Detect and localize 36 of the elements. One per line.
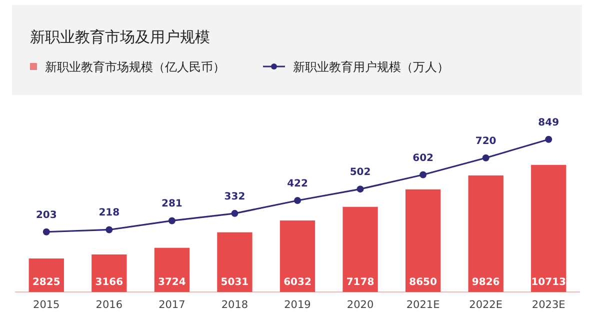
data-label: 5031	[220, 277, 249, 288]
x-tick-label: 2017	[158, 299, 186, 311]
data-label: 218	[98, 208, 120, 219]
chart-title: 新职业教育市场及用户规模	[30, 28, 210, 46]
bar	[468, 175, 504, 292]
data-label: 281	[162, 198, 182, 210]
bar	[342, 206, 378, 292]
x-tick-label: 2023E	[532, 299, 566, 311]
x-tick-label: 2020	[346, 299, 374, 311]
x-tick-label: 2016	[96, 299, 123, 311]
x-tick-label: 2021E	[406, 299, 440, 311]
data-label: 332	[224, 191, 246, 202]
x-tick-label: 2019	[284, 299, 311, 311]
bar	[154, 248, 190, 292]
data-label: 6032	[284, 277, 312, 288]
data-label: 849	[538, 117, 560, 128]
x-tick-label: 2022E	[469, 299, 503, 311]
bar	[217, 232, 252, 292]
legend-label: 新职业教育用户规模（万人）	[293, 60, 449, 74]
data-label: 10713	[531, 277, 566, 288]
data-label: 8650	[409, 277, 438, 288]
data-label: 720	[475, 136, 496, 147]
data-label: 3724	[158, 277, 186, 288]
bar	[405, 189, 441, 292]
data-label: 203	[36, 210, 57, 221]
data-label: 2825	[32, 277, 60, 288]
data-label: 9826	[472, 277, 500, 288]
data-label: 502	[350, 167, 371, 178]
x-tick-label: 2015	[33, 299, 60, 311]
data-label: 422	[287, 178, 308, 190]
data-label: 602	[412, 152, 434, 164]
x-tick-label: 2018	[221, 299, 248, 311]
bar	[531, 164, 566, 292]
data-label: 7178	[346, 277, 374, 288]
bar	[280, 220, 316, 292]
data-label: 3166	[95, 277, 124, 288]
